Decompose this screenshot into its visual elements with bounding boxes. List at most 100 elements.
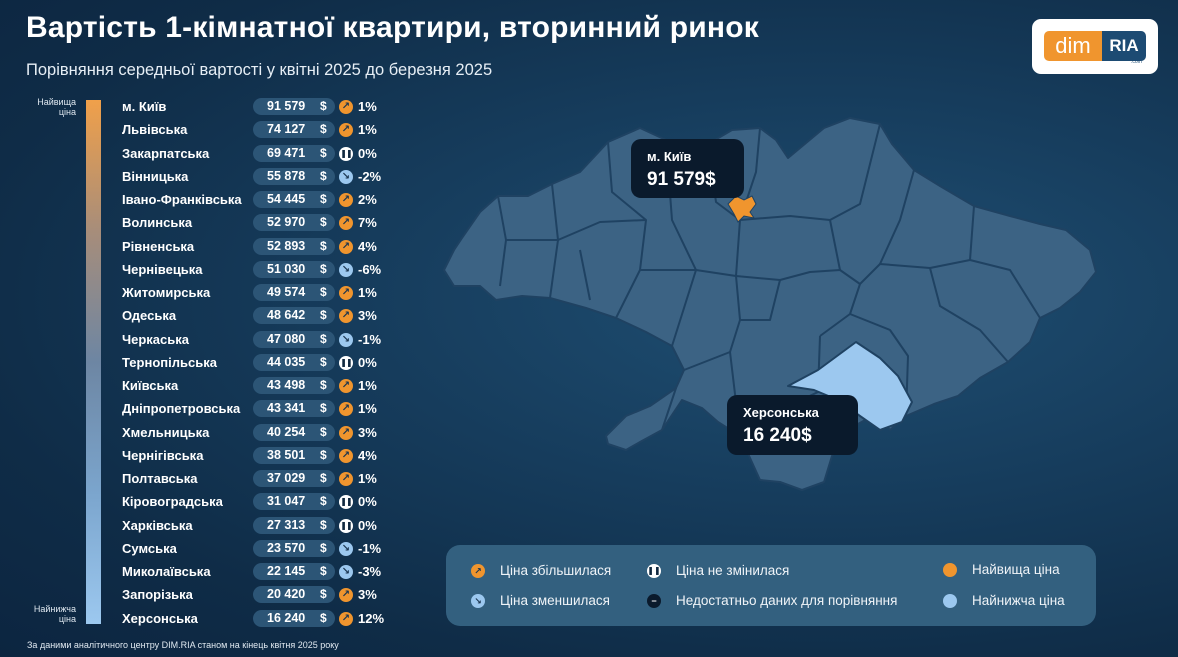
region-name: Чернівецька xyxy=(122,261,203,277)
legend-increased-label: Ціна збільшилася xyxy=(500,563,612,578)
price-pill: 49 574 $ xyxy=(253,284,335,301)
change-percent: 0% xyxy=(358,145,377,161)
price-value: 52 893 xyxy=(267,238,306,253)
logo-ria: RIA xyxy=(1102,31,1146,61)
table-row: Закарпатська 69 471 $ ❚❚ 0% xyxy=(0,142,400,165)
pause-icon: ❚❚ xyxy=(339,518,353,533)
pause-icon: ❚❚ xyxy=(647,564,661,578)
price-value: 74 127 xyxy=(267,122,306,137)
price-value: 69 471 xyxy=(267,145,306,160)
arrow-up-right-icon: ↗ xyxy=(339,216,353,231)
table-row: Черкаська 47 080 $ ↘ -1% xyxy=(0,328,400,351)
arrow-up-right-icon: ↗ xyxy=(339,588,353,603)
logo-dim: dim xyxy=(1044,31,1102,61)
table-row: Львівська 74 127 $ ↗ 1% xyxy=(0,118,400,141)
scale-top-label: Найвища ціна xyxy=(37,97,76,117)
kherson-callout-name: Херсонська xyxy=(743,405,819,420)
region-name: Херсонська xyxy=(122,610,198,626)
change-percent: 0% xyxy=(358,494,377,510)
table-row: Миколаївська 22 145 $ ↘ -3% xyxy=(0,560,400,583)
price-pill: 48 642 $ xyxy=(253,307,335,325)
price-pill: 38 501 $ xyxy=(253,446,335,464)
price-value: 44 035 xyxy=(267,354,306,369)
table-row: Тернопільська 44 035 $ ❚❚ 0% xyxy=(0,351,400,374)
legend-decreased-label: Ціна зменшилася xyxy=(500,593,610,608)
arrow-up-right-icon: ↗ xyxy=(339,611,353,626)
table-row: Вінницька 55 878 $ ↘ -2% xyxy=(0,165,400,188)
price-pill: 54 445 $ xyxy=(253,191,335,208)
price-pill: 55 878 $ xyxy=(253,167,335,185)
arrow-up-right-icon: ↗ xyxy=(339,193,353,207)
region-name: Волинська xyxy=(122,215,193,231)
currency-symbol: $ xyxy=(320,238,327,253)
price-pill: 44 035 $ xyxy=(253,353,335,371)
table-row: Запорізька 20 420 $ ↗ 3% xyxy=(0,583,400,606)
table-row: Івано-Франківська 54 445 $ ↗ 2% xyxy=(0,188,400,211)
table-row: Волинська 52 970 $ ↗ 7% xyxy=(0,211,400,234)
price-value: 16 240 xyxy=(267,610,306,625)
page-subtitle: Порівняння середньої вартості у квітні 2… xyxy=(26,61,493,79)
price-pill: 20 420 $ xyxy=(253,586,335,604)
pause-icon: ❚❚ xyxy=(339,495,353,510)
change-percent: -3% xyxy=(358,564,382,579)
currency-symbol: $ xyxy=(320,331,327,346)
price-value: 27 313 xyxy=(267,517,306,532)
region-name: Миколаївська xyxy=(122,564,211,579)
currency-symbol: $ xyxy=(320,122,327,137)
arrow-up-right-icon: ↗ xyxy=(339,402,353,417)
currency-symbol: $ xyxy=(320,401,327,416)
change-percent: 12% xyxy=(358,610,385,626)
dimria-logo[interactable]: dim RIA .com xyxy=(1032,19,1158,74)
price-pill: 22 145 $ xyxy=(253,563,335,580)
currency-symbol: $ xyxy=(320,308,327,323)
region-name: Хмельницька xyxy=(122,424,210,440)
region-name: Дніпропетровська xyxy=(122,401,241,417)
change-percent: 4% xyxy=(358,447,377,463)
minus-icon: − xyxy=(647,594,661,608)
change-percent: 3% xyxy=(358,587,377,603)
currency-symbol: $ xyxy=(320,261,327,276)
change-percent: -6% xyxy=(358,261,382,277)
change-percent: -1% xyxy=(358,331,382,347)
region-name: Полтавська xyxy=(122,471,198,486)
change-percent: 3% xyxy=(358,424,377,440)
arrow-down-right-icon: ↘ xyxy=(339,565,353,579)
legend-highest-label: Найвища ціна xyxy=(972,562,1060,577)
price-pill: 51 030 $ xyxy=(253,260,335,278)
currency-symbol: $ xyxy=(320,587,327,602)
table-row: Дніпропетровська 43 341 $ ↗ 1% xyxy=(0,397,400,420)
region-name: Вінницька xyxy=(122,168,189,184)
kyiv-callout-value: 91 579$ xyxy=(647,169,716,190)
region-name: Запорізька xyxy=(122,587,193,603)
table-row: Житомирська 49 574 $ ↗ 1% xyxy=(0,281,400,304)
region-name: м. Київ xyxy=(122,99,167,114)
currency-symbol: $ xyxy=(320,215,327,230)
region-name: Черкаська xyxy=(122,331,189,347)
table-row: Кіровоградська 31 047 $ ❚❚ 0% xyxy=(0,490,400,513)
price-pill: 91 579 $ xyxy=(253,98,335,115)
table-row: Одеська 48 642 $ ↗ 3% xyxy=(0,304,400,327)
price-value: 38 501 xyxy=(267,447,306,462)
change-percent: 0% xyxy=(358,517,377,533)
price-value: 31 047 xyxy=(267,494,306,509)
legend-no-data-label: Недостатньо даних для порівняння xyxy=(676,593,898,608)
legend-unchanged-label: Ціна не змінилася xyxy=(676,563,790,578)
table-row: Полтавська 37 029 $ ↗ 1% xyxy=(0,467,400,490)
arrow-up-right-icon: ↗ xyxy=(339,425,353,440)
price-value: 22 145 xyxy=(267,564,306,578)
table-row: Херсонська 16 240 $ ↗ 12% xyxy=(0,607,400,630)
price-pill: 69 471 $ xyxy=(253,144,335,162)
kyiv-callout-name: м. Київ xyxy=(647,149,692,164)
price-value: 52 970 xyxy=(267,215,306,230)
region-name: Львівська xyxy=(122,122,188,138)
price-pill: 23 570 $ xyxy=(253,539,335,557)
kyiv-callout: м. Київ 91 579$ xyxy=(631,139,744,198)
region-name: Харківська xyxy=(122,517,193,533)
price-pill: 52 893 $ xyxy=(253,237,335,255)
region-name: Івано-Франківська xyxy=(122,192,242,207)
currency-symbol: $ xyxy=(320,192,327,206)
price-pill: 43 498 $ xyxy=(253,377,335,394)
region-name: Одеська xyxy=(122,308,177,324)
arrow-up-right-icon: ↗ xyxy=(339,379,353,393)
arrow-up-right-icon: ↗ xyxy=(339,448,353,463)
